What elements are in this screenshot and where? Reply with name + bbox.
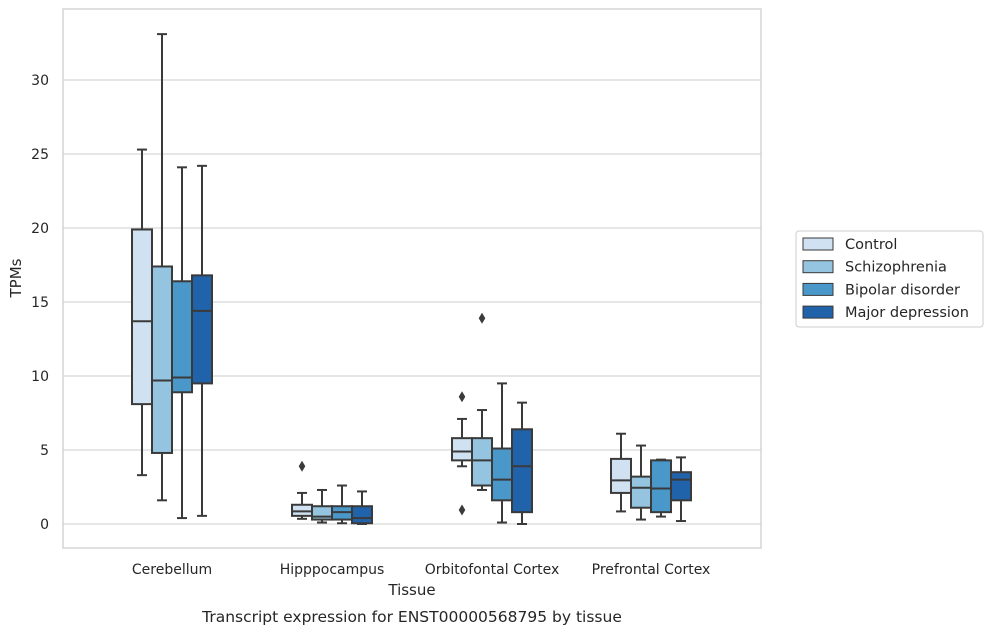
box-0-1 (151, 33, 173, 502)
legend-swatch (802, 237, 834, 251)
legend-swatch (802, 282, 834, 296)
y-tick-label: 30 (31, 73, 49, 89)
y-tick-label: 15 (31, 295, 49, 311)
box-2-3 (511, 401, 533, 525)
y-tick-label: 25 (31, 147, 49, 163)
y-axis-ticks: 0 5 10 15 20 25 30 (31, 73, 49, 533)
y-tick-label: 20 (31, 221, 49, 237)
iqr-box (610, 457, 632, 494)
outlier-point (478, 312, 486, 324)
box-0-0 (131, 148, 153, 477)
legend-label: Major depression (845, 305, 969, 321)
iqr-box (471, 437, 493, 487)
box-3-0 (610, 432, 632, 513)
box-0-3 (191, 164, 213, 517)
iqr-box (351, 505, 373, 525)
box-2-1 (471, 312, 493, 491)
x-axis-ticks: Cerebellum Hipppocampus Orbitofontal Corte… (132, 562, 710, 578)
legend-frame (795, 230, 984, 328)
box-1-3 (351, 490, 373, 525)
iqr-box (670, 471, 692, 502)
outlier-point (298, 460, 306, 472)
x-tick-label: Prefrontal Cortex (592, 562, 711, 578)
x-tick-label: Hipppocampus (280, 562, 385, 578)
legend-label: Control (845, 237, 897, 253)
legend: Control Schizophrenia Bipolar disorder Majo… (795, 230, 984, 328)
legend-label: Bipolar disorder (845, 282, 960, 298)
box-1-0 (291, 460, 313, 520)
iqr-box (191, 274, 213, 385)
box-layer (131, 33, 692, 525)
iqr-box (451, 437, 473, 462)
legend-swatch (802, 260, 834, 274)
y-tick-label: 0 (40, 517, 49, 533)
iqr-box (511, 428, 533, 514)
box-3-1 (630, 444, 652, 521)
box-1-2 (331, 484, 353, 525)
x-tick-label: Orbitofontal Cortex (425, 562, 560, 578)
y-tick-label: 5 (40, 443, 49, 459)
outlier-point (458, 391, 466, 403)
plot-frame (62, 8, 762, 549)
box-2-0 (451, 391, 473, 516)
box-0-2 (171, 166, 193, 520)
legend-swatch (802, 305, 834, 319)
x-tick-label: Cerebellum (132, 562, 212, 578)
x-axis-label: Tissue (387, 581, 435, 599)
iqr-box (171, 280, 193, 394)
y-tick-label: 10 (31, 369, 49, 385)
iqr-box (650, 459, 672, 514)
legend-label: Schizophrenia (845, 260, 947, 276)
box-3-2 (650, 458, 672, 518)
chart-caption: Transcript expression for ENST0000056879… (201, 608, 622, 626)
iqr-box (630, 475, 652, 509)
iqr-box (291, 503, 313, 517)
iqr-box (151, 265, 173, 454)
box-3-3 (670, 456, 692, 523)
y-axis-label: TPMs (7, 258, 25, 298)
outlier-point (458, 504, 466, 516)
box-1-1 (311, 488, 333, 524)
iqr-box (491, 447, 513, 502)
box-2-2 (491, 382, 513, 524)
iqr-box (131, 228, 153, 406)
